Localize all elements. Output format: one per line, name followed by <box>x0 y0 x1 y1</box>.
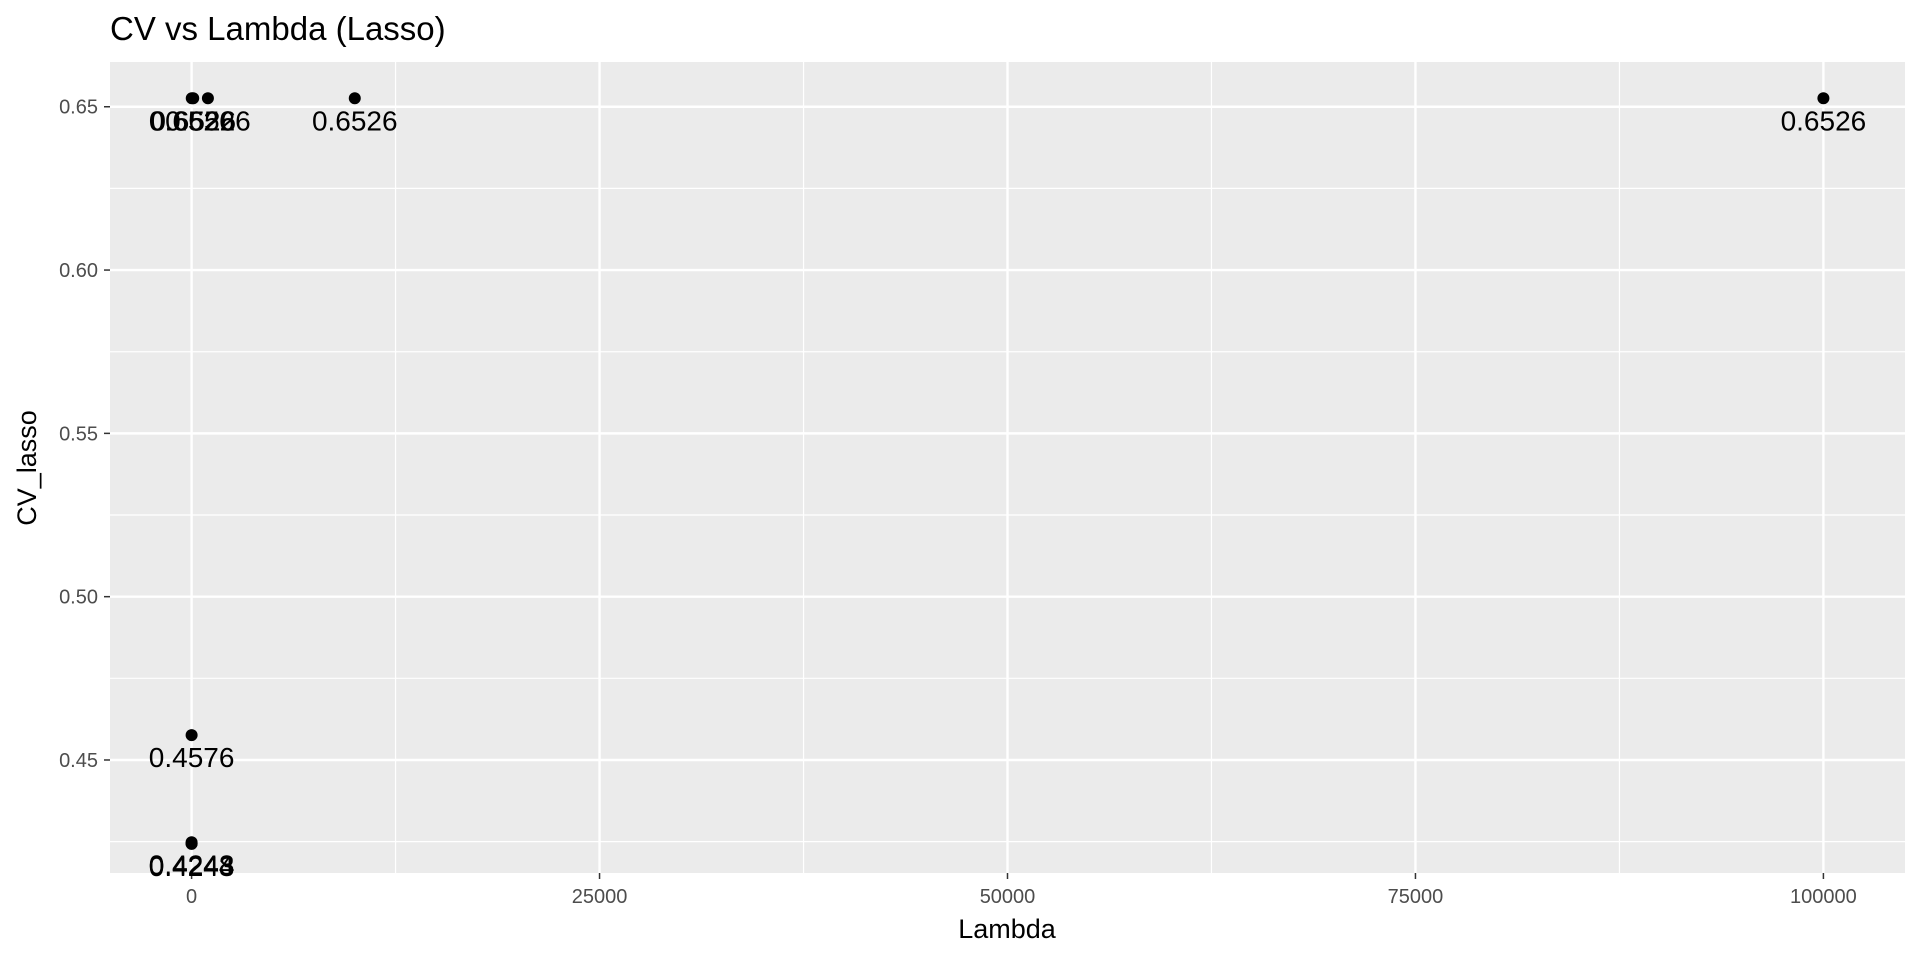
data-label-8: 0.6526 <box>1781 105 1867 136</box>
data-labels: 0.42480.42440.42430.45760.65260.65260.65… <box>149 105 1866 882</box>
axis-ticks: 0 25000 50000 75000 100000 0.45 0.50 0.55 0.60 0.… <box>59 97 1857 908</box>
data-label-2: 0.4243 <box>149 851 235 882</box>
data-point-8 <box>1817 92 1830 105</box>
data-label-4: 0.6526 <box>149 105 235 136</box>
y-tick-label-3: 0.60 <box>59 260 98 282</box>
data-point-5 <box>187 92 200 105</box>
x-tick-label-4: 100000 <box>1790 886 1857 908</box>
x-axis-title: Lambda <box>958 914 1057 944</box>
y-tick-label-0: 0.45 <box>59 750 98 772</box>
chart-title: CV vs Lambda (Lasso) <box>110 10 446 47</box>
data-label-6: 0.6526 <box>165 105 251 136</box>
x-tick-label-3: 75000 <box>1388 886 1444 908</box>
data-label-5: 0.6526 <box>150 105 236 136</box>
y-tick-label-2: 0.55 <box>59 423 98 445</box>
y-tick-label-4: 0.65 <box>59 97 98 119</box>
data-label-3: 0.4576 <box>149 742 235 773</box>
y-axis-title: CV_lasso <box>12 410 42 526</box>
data-point-3 <box>185 729 198 742</box>
data-point-2 <box>185 837 198 850</box>
data-points <box>185 92 1830 850</box>
data-label-1: 0.4244 <box>149 851 235 882</box>
x-tick-label-1: 25000 <box>572 886 628 908</box>
data-point-6 <box>201 92 214 105</box>
y-tick-label-1: 0.50 <box>59 587 98 609</box>
data-label-7: 0.6526 <box>312 105 398 136</box>
x-tick-label-2: 50000 <box>980 886 1036 908</box>
data-label-0: 0.4248 <box>149 849 235 880</box>
x-tick-label-0: 0 <box>186 886 197 908</box>
data-point-7 <box>348 92 361 105</box>
